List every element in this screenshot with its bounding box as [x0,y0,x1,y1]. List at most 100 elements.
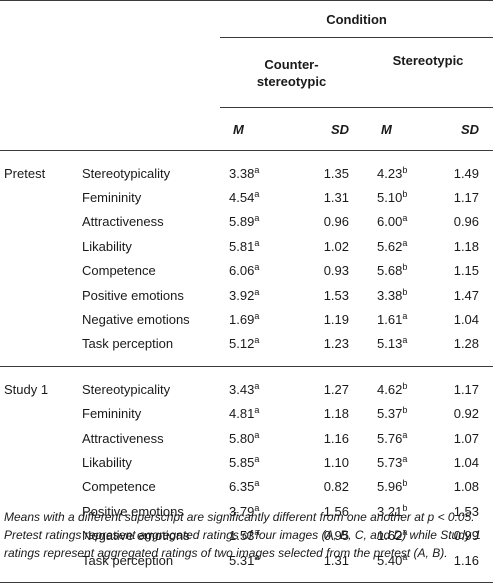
counter-m-value: 1.53a [229,527,260,544]
measure-label: Positive emotions [82,503,184,519]
stereotypic-m-value: 5.96b [377,478,408,495]
stereotypic-sd-value: 1.04 [453,454,480,470]
stereotypic-superscript: b [402,405,408,416]
table-row: Task perception 5.12a 1.23 5.13a 1.28 [0,332,493,367]
counter-superscript: a [254,551,260,562]
counter-m-value: 1.69a [229,311,260,328]
table-row: Likability 5.81a 1.02 5.62a 1.18 [0,234,493,258]
stereotypic-sd-value: 1.07 [453,430,480,446]
stereotypic-sd-value: 0.96 [453,214,480,230]
counter-sd-value: 1.16 [323,430,349,446]
counter-m-value: 3.38a [229,164,260,181]
sd-header-counter: SD [295,107,363,151]
stereotypic-superscript: a [402,429,408,440]
stereotypic-superscript: a [402,237,408,248]
counter-sd-value: 1.19 [323,312,349,328]
counter-superscript: a [254,213,260,224]
condition-header: Condition [220,0,493,38]
stereotypic-sd-value: 1.47 [453,287,480,303]
stereotypic-m-value: 5.10b [377,189,408,206]
counter-m-value: 6.35a [229,478,260,495]
stereotypic-sd-value: 1.15 [453,263,480,279]
counter-superscript: a [254,311,260,322]
measure-label: Competence [82,263,156,279]
stereotypic-sd-value: 1.17 [433,366,493,402]
counter-sd-value: 1.23 [323,336,349,352]
counter-superscript: a [254,429,260,440]
stereotypic-sd-value: 1.08 [453,479,480,495]
counter-m-value: 5.12a [229,335,260,352]
counter-sd-value: 1.31 [323,190,349,206]
stereotypic-m-value: 4.62b [363,366,433,402]
stereotypic-sd-value: 1.18 [453,238,480,254]
stereotypic-sd-value: 1.17 [453,190,480,206]
stereotypic-superscript: b [402,380,408,391]
stereotypic-m-value: 5.13a [377,335,408,352]
counter-sd-value: 1.53 [323,287,349,303]
table-row: Attractiveness 5.80a 1.16 5.76a 1.07 [0,426,493,450]
counter-sd-value: 1.56 [323,503,349,519]
counter-m-value: 3.43a [220,366,295,402]
counter-superscript: a [254,453,260,464]
group-counter-stereotypic-header: Counter-stereotypic [220,37,363,108]
stereotypic-sd-value: 1.53 [453,503,480,519]
counter-superscript: a [254,262,260,273]
stereotypic-sd-value: 1.16 [433,547,493,584]
measure-label: Attractiveness [82,214,164,230]
stereotypic-m-value: 5.37b [377,405,408,422]
sd-header-stereotypic: SD [433,107,493,151]
m-header-stereotypic: M [363,107,433,151]
stereotypic-superscript: a [402,311,408,322]
stereotypic-m-value: 3.38b [377,286,408,303]
counter-m-value: 4.81a [229,405,260,422]
stereotypic-m-value: 1.61a [377,311,408,328]
measure-label: Competence [82,479,156,495]
table-row: Femininity 4.54a 1.31 5.10b 1.17 [0,185,493,209]
stereotypic-m-value: 5.40a [363,547,433,584]
stereotypic-sd-value: 0.92 [453,406,480,422]
counter-sd-value: 0.96 [323,214,349,230]
counter-m-value: 4.54a [229,189,260,206]
counter-m-value: 5.85a [229,453,260,470]
table-row: Task perception 5.31a 1.31 5.40a 1.16 [0,547,493,584]
measure-label: Negative emotions [82,312,190,328]
table-row: Likability 5.85a 1.10 5.73a 1.04 [0,450,493,474]
counter-superscript: a [254,237,260,248]
counter-superscript: a [254,189,260,200]
m-header-counter: M [220,107,295,151]
section-label: Pretest [4,165,46,181]
stereotypic-superscript: b [402,189,408,200]
header-row-groups: Counter-stereotypic Stereotypic [0,37,493,108]
stereotypic-m-value: 3.21b [377,502,408,519]
stereotypic-superscript: a [402,527,408,538]
counter-sd-value: 0.93 [323,263,349,279]
counter-sd-value: 1.18 [323,406,349,422]
table-row: Femininity 4.81a 1.18 5.37b 0.92 [0,402,493,426]
stereotypic-sd-value: 1.49 [453,165,480,181]
stereotypic-superscript: b [402,478,408,489]
table-row: Pretest Stereotypicality 3.38a 1.35 4.23b 1.4… [0,151,493,186]
stereotypic-superscript: b [402,262,408,273]
table-row: Study 1 Stereotypicality 3.43a 1.27 4.62b 1.1… [0,366,493,402]
counter-superscript: a [254,478,260,489]
stereotypic-m-value: 1.62a [377,527,408,544]
stereotypic-superscript: a [402,335,408,346]
stereotypic-superscript: b [402,164,408,175]
counter-m-value: 3.79a [229,502,260,519]
stereotypic-m-value: 5.76a [377,429,408,446]
stereotypic-sd-value: 1.28 [453,336,480,352]
counter-m-value: 3.92a [229,286,260,303]
measure-label: Negative emotions [82,528,190,544]
counter-superscript: a [254,502,260,513]
table-row: Competence 6.06a 0.93 5.68b 1.15 [0,259,493,283]
stereotypic-superscript: b [402,502,408,513]
stereotypic-superscript: b [402,286,408,297]
stereotypic-m-value: 5.62a [377,237,408,254]
stereotypic-m-value: 4.23b [377,164,408,181]
stereotypic-sd-value: 1.04 [453,312,480,328]
counter-superscript: a [254,405,260,416]
measure-label: Stereotypicality [82,165,171,181]
stereotypic-superscript: a [402,453,408,464]
counter-sd-value: 1.27 [295,366,363,402]
